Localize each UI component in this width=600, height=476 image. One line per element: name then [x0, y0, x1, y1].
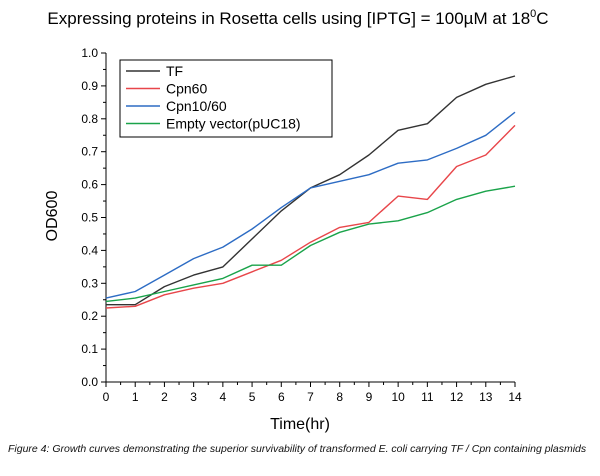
y-tick-label: 0.2	[81, 309, 98, 323]
x-axis-label: Time(hr)	[270, 416, 330, 433]
x-tick-label: 6	[278, 390, 285, 404]
plot-area: 0.00.10.20.30.40.50.60.70.80.91.00 1 2 3 4 5 6…	[81, 46, 522, 404]
y-tick-label: 0.8	[81, 112, 98, 126]
x-tick-label: 12	[450, 390, 464, 404]
x-tick-label: 2	[161, 390, 168, 404]
figure-caption: Figure 4: Growth curves demonstrating th…	[8, 443, 587, 455]
legend-label: TF	[166, 63, 183, 79]
y-tick-label: 0.9	[81, 79, 98, 93]
y-tick-label: 0.3	[81, 276, 98, 290]
y-tick-label: 0.4	[81, 243, 98, 257]
x-tick-label: 9	[366, 390, 373, 404]
x-tick-label: 0	[103, 390, 110, 404]
y-tick-label: 0.6	[81, 178, 98, 192]
series-line-empty-vector-puc18-	[105, 185, 516, 303]
chart-title: Expressing proteins in Rosetta cells usi…	[47, 8, 548, 28]
y-axis-label: OD600	[44, 191, 61, 242]
x-tick-label: 3	[190, 390, 197, 404]
x-tick-label: 1	[132, 390, 139, 404]
y-tick-label: 0.7	[81, 145, 98, 159]
data-series-group	[105, 75, 516, 309]
x-tick-label: 7	[307, 390, 314, 404]
series-line-cpn60	[105, 124, 516, 309]
y-tick-label: 0.5	[81, 211, 98, 225]
legend-label: Cpn10/60	[166, 98, 227, 114]
x-tick-label: 5	[249, 390, 256, 404]
x-tick-label: 4	[220, 390, 227, 404]
growth-curve-chart: Expressing proteins in Rosetta cells usi…	[44, 8, 549, 433]
y-tick-label: 0.0	[81, 375, 98, 389]
y-tick-label: 1.0	[81, 46, 98, 60]
x-tick-label: 10	[391, 390, 405, 404]
x-tick-label: 8	[336, 390, 343, 404]
y-tick-label: 0.1	[81, 342, 98, 356]
legend-label: Empty vector(pUC18)	[166, 116, 301, 132]
series-line-cpn10-60	[105, 111, 516, 299]
legend-label: Cpn60	[166, 81, 207, 97]
x-tick-label: 13	[479, 390, 493, 404]
x-tick-label: 14	[508, 390, 522, 404]
x-tick-label: 11	[421, 390, 434, 404]
